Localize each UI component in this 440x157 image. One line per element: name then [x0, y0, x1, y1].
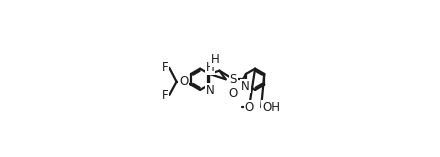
Text: H: H — [211, 53, 220, 66]
Text: O: O — [245, 101, 254, 114]
Text: F: F — [161, 61, 168, 74]
Text: H: H — [205, 61, 214, 74]
Text: O: O — [179, 75, 188, 88]
Text: H: H — [207, 62, 214, 72]
Text: F: F — [161, 89, 168, 102]
Text: O: O — [229, 87, 238, 100]
Text: N: N — [241, 80, 249, 93]
Text: OH: OH — [262, 101, 280, 114]
Text: N: N — [205, 84, 214, 97]
Text: S: S — [230, 73, 237, 86]
